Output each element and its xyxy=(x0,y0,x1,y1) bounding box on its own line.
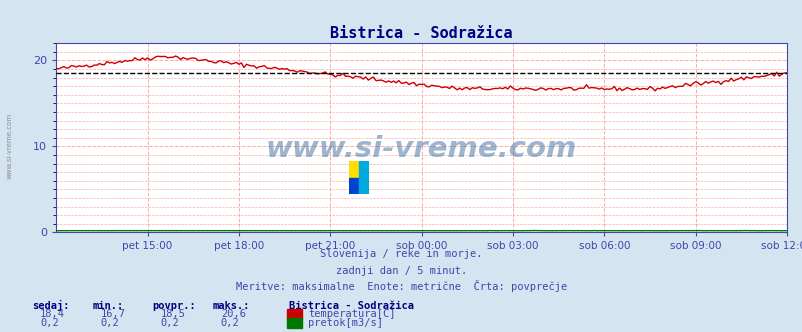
Text: pretok[m3/s]: pretok[m3/s] xyxy=(308,318,383,328)
Text: 0,2: 0,2 xyxy=(100,318,119,328)
Text: 0,2: 0,2 xyxy=(40,318,59,328)
Text: Slovenija / reke in morje.: Slovenija / reke in morje. xyxy=(320,249,482,259)
Text: povpr.:: povpr.: xyxy=(152,301,196,311)
Text: 18,4: 18,4 xyxy=(40,309,65,319)
Text: maks.:: maks.: xyxy=(213,301,250,311)
Bar xyxy=(359,161,369,178)
Bar xyxy=(359,178,369,194)
Text: Bistrica - Sodražica: Bistrica - Sodražica xyxy=(289,301,414,311)
Text: www.si-vreme.com: www.si-vreme.com xyxy=(6,113,13,179)
Text: min.:: min.: xyxy=(92,301,124,311)
Title: Bistrica - Sodražica: Bistrica - Sodražica xyxy=(330,26,512,41)
Text: zadnji dan / 5 minut.: zadnji dan / 5 minut. xyxy=(335,266,467,276)
Text: temperatura[C]: temperatura[C] xyxy=(308,309,395,319)
Bar xyxy=(349,161,359,178)
Text: 0,2: 0,2 xyxy=(221,318,239,328)
Text: Meritve: maksimalne  Enote: metrične  Črta: povprečje: Meritve: maksimalne Enote: metrične Črta… xyxy=(236,281,566,292)
Text: www.si-vreme.com: www.si-vreme.com xyxy=(265,135,577,163)
Text: 0,2: 0,2 xyxy=(160,318,179,328)
Text: sedaj:: sedaj: xyxy=(32,300,70,311)
Bar xyxy=(349,178,359,194)
Text: 16,7: 16,7 xyxy=(100,309,125,319)
Text: 20,6: 20,6 xyxy=(221,309,245,319)
Text: 18,5: 18,5 xyxy=(160,309,185,319)
